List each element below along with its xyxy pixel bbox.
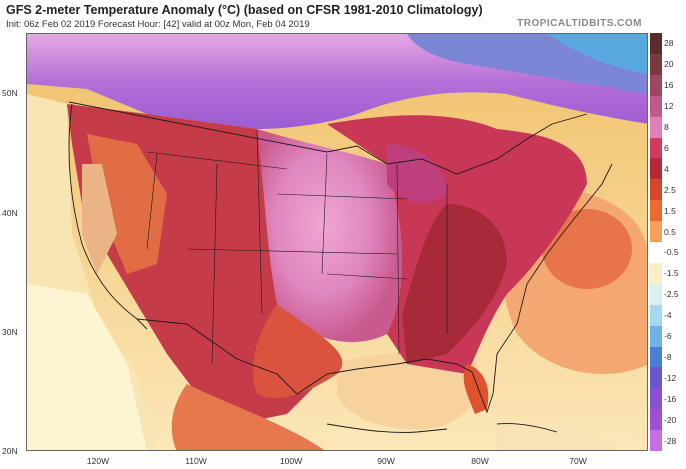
west-coast <box>68 103 148 330</box>
colorbar-swatch <box>650 158 662 180</box>
colorbar-label: 1.5 <box>664 205 676 216</box>
colorbar-label: 28 <box>664 38 674 49</box>
colorbar-label: 12 <box>664 101 674 112</box>
colorbar-label: -0.5 <box>664 247 679 258</box>
political-boundaries <box>68 101 613 433</box>
colorbar-swatch <box>650 137 662 159</box>
map-title: GFS 2-meter Temperature Anomaly (°C) (ba… <box>6 3 483 17</box>
colorbar-label: 2.5 <box>664 184 676 195</box>
colorbar-swatch <box>650 116 662 138</box>
lat-label-40n: 40N <box>2 208 18 218</box>
colorbar-label: -1.5 <box>664 268 679 279</box>
colorbar-label: 20 <box>664 59 674 70</box>
colorbar-label: 0.5 <box>664 226 676 237</box>
colorbar-label: -20 <box>664 414 677 425</box>
lon-label-100w: 100W <box>279 456 303 466</box>
lon-label-110w: 110W <box>185 456 207 466</box>
colorbar-legend: 28 20 16 12 8 6 4 2.5 1.5 0.5 -0.5 -1.5 -2.5 -4 -6 -8 -1… <box>650 33 686 452</box>
colorbar-label: 6 <box>664 142 669 153</box>
colorbar-label: -4 <box>664 310 672 321</box>
anomaly-map <box>26 33 648 451</box>
lat-label-20n: 20N <box>2 446 18 456</box>
colorbar-swatch <box>650 262 662 285</box>
colorbar-swatch <box>650 200 662 222</box>
gulf-of-mexico <box>337 352 480 430</box>
colorbar-label: 16 <box>664 80 674 91</box>
map-canvas <box>27 34 647 450</box>
lat-label-50n: 50N <box>2 88 18 98</box>
credit-watermark: TROPICALTIDBITS.COM <box>517 18 642 29</box>
lon-label-70w: 70W <box>569 456 587 466</box>
california-interior <box>82 164 117 274</box>
us-canada-border <box>68 101 588 175</box>
colorbar-swatch <box>650 367 662 389</box>
labrador-cool <box>547 34 647 74</box>
colorbar-swatch <box>650 388 662 410</box>
us-southern-coast <box>136 163 613 414</box>
colorbar-swatch <box>650 346 662 368</box>
colorbar-swatch <box>650 53 662 76</box>
colorbar-label: -6 <box>664 331 672 342</box>
atlantic-hot-core <box>542 209 632 289</box>
colorbar-swatch <box>650 74 662 97</box>
lon-label-90w: 90W <box>377 456 395 466</box>
colorbar-label: -12 <box>664 372 677 383</box>
southeast-darkred <box>402 204 507 364</box>
colorbar-swatch <box>650 325 662 347</box>
colorbar-label: -16 <box>664 393 677 404</box>
lon-label-80w: 80W <box>471 456 489 466</box>
colorbar-label: -8 <box>664 351 672 362</box>
great-lakes-magenta <box>387 144 447 203</box>
cuba-outline <box>496 423 558 433</box>
lon-label-120w: 120W <box>86 456 110 466</box>
colorbar-label: 8 <box>664 122 669 133</box>
lat-label-30n: 30N <box>2 327 18 337</box>
colorbar-swatch <box>650 95 662 118</box>
colorbar-swatch <box>650 179 662 201</box>
colorbar-swatch <box>650 283 662 306</box>
caribbean-pale <box>497 422 617 450</box>
colorbar-swatch <box>650 304 662 327</box>
great-basin-area <box>87 134 167 274</box>
colorbar-swatch <box>650 221 662 243</box>
colorbar-swatch <box>650 33 662 55</box>
florida-warm <box>463 364 489 414</box>
map-subtitle: Init: 06z Feb 02 2019 Forecast Hour: [42… <box>6 19 310 30</box>
texas-warm <box>253 304 343 398</box>
colorbar-swatch <box>650 430 662 452</box>
colorbar-label: -2.5 <box>664 289 679 300</box>
pacific-pale-area <box>27 284 147 450</box>
plains-pink-area <box>257 129 402 343</box>
colorbar-swatch <box>650 409 662 431</box>
mexico-warm <box>171 384 324 450</box>
yucatan-coast <box>326 423 448 433</box>
colorbar-swatch <box>650 242 662 264</box>
colorbar-label: 4 <box>664 163 669 174</box>
state-borders <box>146 129 448 365</box>
colorbar-label: -28 <box>664 435 677 446</box>
